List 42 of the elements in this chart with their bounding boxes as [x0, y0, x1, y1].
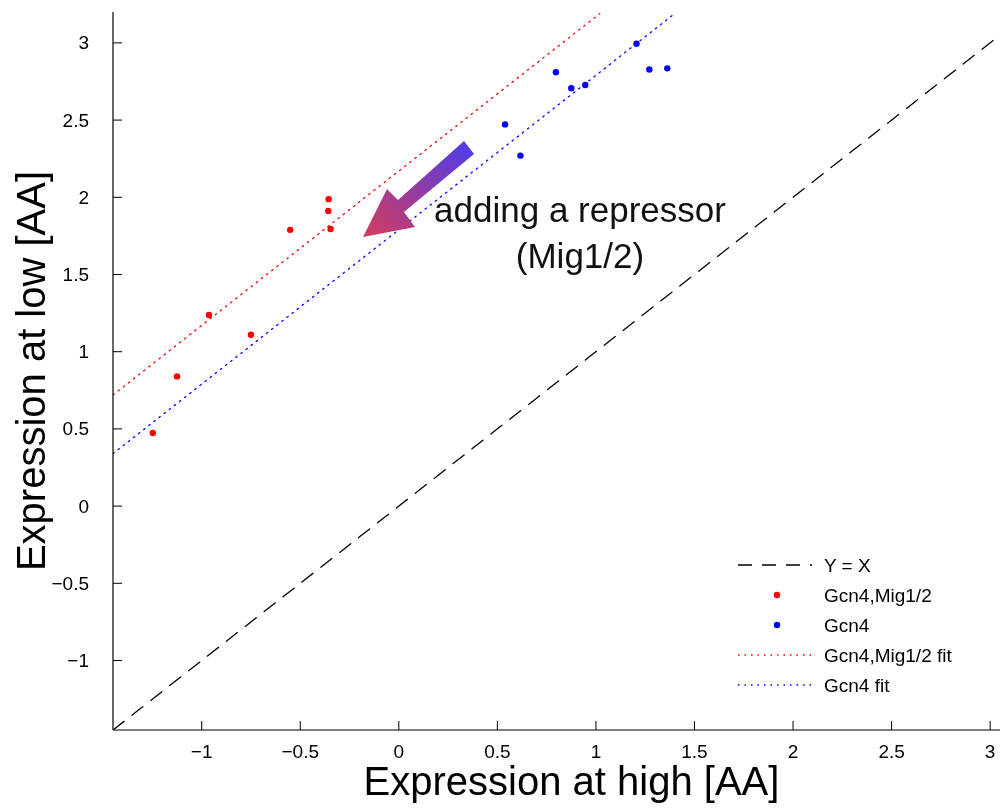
legend-label: Gcn4 fit: [824, 674, 891, 696]
point: [325, 207, 332, 215]
point: [325, 195, 332, 203]
point: [517, 152, 524, 159]
y-tick-label: 1.5: [62, 263, 89, 285]
legend-label: Gcn4,Mig1/2: [824, 584, 932, 606]
y-tick-label: 1: [78, 341, 89, 363]
point: [149, 429, 157, 437]
point: [287, 226, 294, 234]
annotation: adding a repressor (Mig1/2): [434, 190, 727, 275]
x-axis-title: Expression at high [AA]: [363, 759, 780, 803]
y-tick-label: 3: [78, 32, 89, 54]
x-tick-label: −1: [190, 741, 213, 762]
x-tick-label: 2.5: [878, 741, 905, 762]
point: [646, 66, 653, 73]
x-tick-label: 1.5: [681, 741, 708, 762]
x-tick-label: 2: [787, 741, 799, 762]
y-tick-label: 2: [78, 186, 89, 208]
x-tick-label: 0.5: [484, 741, 511, 762]
point: [552, 69, 560, 76]
point: [173, 373, 181, 380]
y-tick-label: −0.5: [51, 572, 89, 594]
point: [664, 65, 671, 72]
legend-label: Gcn4: [824, 614, 870, 636]
y-tick-label: 2.5: [62, 109, 89, 131]
point: [205, 311, 213, 319]
y-tick-label: −1: [67, 650, 89, 672]
y-tick-label: 0.5: [62, 418, 89, 440]
x-tick-label: 1: [590, 741, 602, 762]
point: [568, 85, 575, 92]
point: [633, 40, 640, 47]
point: [501, 121, 509, 128]
point: [582, 81, 589, 89]
x-tick-label: 0: [393, 741, 405, 762]
x-tick-label: 3: [984, 741, 996, 762]
point: [247, 331, 255, 338]
y-axis-title: Expression at low [AA]: [9, 170, 53, 572]
legend-label: Gcn4,Mig1/2 fit: [824, 644, 953, 666]
legend-label: Y = X: [824, 554, 871, 576]
y-tick-label: 0: [78, 495, 89, 517]
point: [327, 225, 334, 233]
x-tick-label: −0.5: [281, 741, 320, 762]
